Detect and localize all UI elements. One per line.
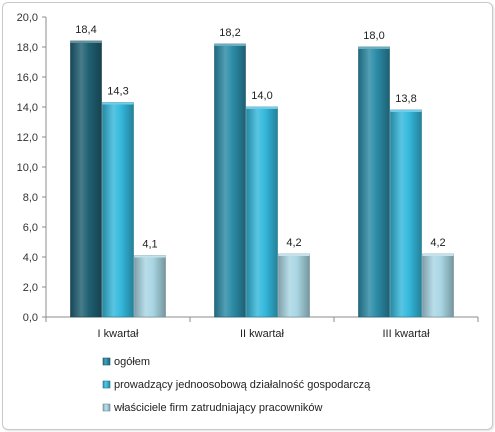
data-label: 13,8 <box>395 93 416 105</box>
legend-swatch-3 <box>102 403 111 412</box>
bar-2-2 <box>246 106 278 318</box>
bar-top-highlight <box>214 44 246 46</box>
data-label: 4,2 <box>286 237 301 249</box>
bar-3-1 <box>134 255 166 318</box>
legend-swatch-2 <box>102 380 111 389</box>
data-labels: 18,4 14,3 4,1 18,2 14,0 4,2 18,0 13,8 4,2 <box>75 24 445 251</box>
bar-1-2 <box>214 43 246 318</box>
legend: ogółem prowadzący jednoosobową działalnoś… <box>102 356 371 414</box>
category-label: II kwartał <box>240 328 285 340</box>
y-tick-label: 4,0 <box>23 252 38 264</box>
y-axis-ticks: 0,0 2,0 4,0 6,0 8,0 10,0 12,0 14,0 16,0 18,0 20,0 <box>17 12 479 324</box>
y-tick-label: 6,0 <box>23 222 38 234</box>
bar-1-1 <box>70 40 102 318</box>
y-tick-label: 2,0 <box>23 282 38 294</box>
legend-label-3: właściciele firm zatrudniający pracownik… <box>113 402 323 414</box>
data-label: 4,1 <box>142 239 157 251</box>
bar-top-highlight <box>102 102 134 105</box>
bars <box>70 40 454 318</box>
y-tick-label: 12,0 <box>17 132 38 144</box>
y-tick-label: 18,0 <box>17 42 38 54</box>
bar-top-highlight <box>246 107 278 109</box>
data-label: 18,4 <box>75 24 96 36</box>
y-tick-label: 10,0 <box>17 162 38 174</box>
category-label: III kwartał <box>382 328 430 340</box>
bar-top-highlight <box>134 255 166 258</box>
data-label: 14,3 <box>107 86 128 98</box>
y-tick-label: 0,0 <box>23 312 38 324</box>
bar-3-3 <box>422 253 454 318</box>
bar-top-highlight <box>278 254 310 256</box>
bar-top-highlight <box>358 47 390 49</box>
bar-top-highlight <box>390 110 422 112</box>
data-label: 4,2 <box>430 237 445 249</box>
bar-2-1 <box>102 102 134 318</box>
bar-top-highlight <box>422 254 454 256</box>
y-tick-label: 20,0 <box>17 12 38 24</box>
data-label: 18,0 <box>363 30 384 42</box>
y-tick-label: 16,0 <box>17 72 38 84</box>
bar-top-highlight <box>70 41 102 43</box>
data-label: 14,0 <box>251 90 272 102</box>
data-label: 18,2 <box>219 27 240 39</box>
legend-swatch-1 <box>102 357 111 366</box>
y-tick-label: 8,0 <box>23 192 38 204</box>
legend-label-2: prowadzący jednoosobową działalność gosp… <box>114 379 371 391</box>
category-labels: I kwartał II kwartał III kwartał <box>98 328 431 340</box>
y-tick-label: 14,0 <box>17 102 38 114</box>
bar-2-3 <box>390 109 422 318</box>
legend-label-1: ogółem <box>114 356 150 368</box>
bar-3-2 <box>278 253 310 318</box>
category-label: I kwartał <box>98 328 140 340</box>
bar-1-3 <box>358 46 390 318</box>
